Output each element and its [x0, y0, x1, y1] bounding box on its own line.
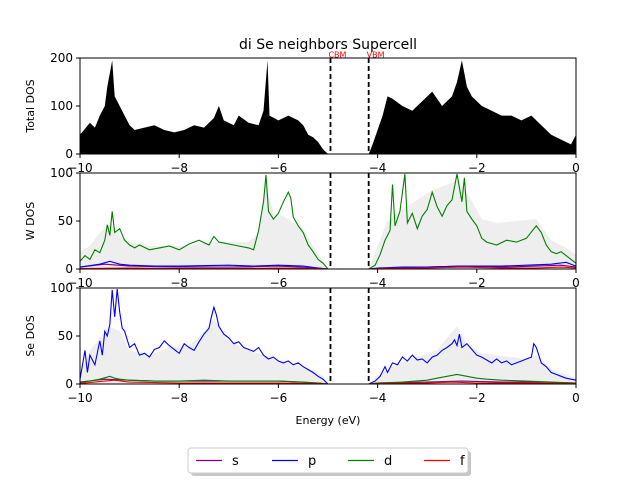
y-tick-label: 100	[50, 99, 73, 113]
x-axis-label: Energy (eV)	[296, 414, 361, 427]
x-tick-label: −2	[468, 276, 486, 290]
series-total-area	[80, 318, 576, 384]
y-axis-label: W DOS	[24, 202, 37, 241]
x-tick-label: −8	[170, 161, 188, 175]
x-tick-label: −2	[468, 161, 486, 175]
x-tick-label: −4	[369, 391, 387, 405]
series-total-area	[80, 60, 576, 154]
x-tick-label: −2	[468, 391, 486, 405]
y-tick-label: 100	[50, 166, 73, 180]
y-tick-label: 0	[65, 147, 73, 161]
series-d-line	[79, 173, 577, 270]
x-tick-label: −6	[270, 276, 288, 290]
y-tick-label: 0	[65, 377, 73, 391]
panel-1: CBM VBM 0 100 200 Total DOS −10 −8 −6 −4 −2 0	[24, 51, 580, 176]
panel-3: 0 50 100 Se DOS −10 −8 −6 −4 −2 0	[24, 281, 580, 405]
x-tick-label: −8	[170, 276, 188, 290]
legend-frame	[187, 447, 469, 474]
panel-2: 0 50 100 W DOS −10 −8 −6 −4 −2 0	[24, 166, 580, 290]
series-total-area	[80, 180, 576, 269]
legend-label-s: s	[232, 454, 239, 469]
y-tick-label: 100	[50, 281, 73, 295]
y-tick-label: 50	[58, 329, 73, 343]
x-tick-label: −6	[270, 391, 288, 405]
legend-label-d: d	[384, 454, 392, 469]
vline-label-cbm: CBM	[328, 51, 346, 60]
y-tick-label: 200	[50, 51, 73, 65]
x-tick-label: −10	[67, 276, 92, 290]
y-tick-label: 50	[58, 214, 73, 228]
y-tick-label: 0	[65, 262, 73, 276]
legend-label-p: p	[308, 454, 316, 469]
x-tick-label: −6	[270, 161, 288, 175]
y-axis-label: Se DOS	[24, 315, 37, 356]
x-tick-label: −10	[67, 161, 92, 175]
x-tick-label: 0	[572, 391, 580, 405]
series-p-line	[79, 288, 577, 385]
dos-panels: CBM VBM 0 100 200 Total DOS −10 −8 −6 −4 −2 0 0 50 100…	[24, 51, 580, 406]
y-axis-label: Total DOS	[24, 79, 37, 133]
vline-label-vbm: VBM	[367, 51, 385, 60]
x-tick-label: −10	[67, 391, 92, 405]
chart-title: di Se neighbors Supercell	[239, 37, 417, 53]
x-tick-label: −4	[369, 161, 387, 175]
x-tick-label: −4	[369, 276, 387, 290]
x-tick-label: −8	[170, 391, 188, 405]
x-tick-label: 0	[572, 161, 580, 175]
x-tick-label: 0	[572, 276, 580, 290]
legend-label-f: f	[460, 454, 465, 469]
